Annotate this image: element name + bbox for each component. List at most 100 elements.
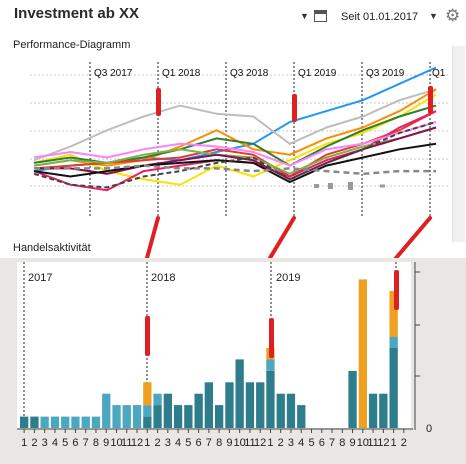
activity-bar bbox=[71, 416, 80, 428]
activity-bar bbox=[91, 416, 101, 428]
month-tick-label: 10 bbox=[234, 437, 246, 449]
year-label: 2018 bbox=[151, 272, 175, 284]
selection-marker[interactable] bbox=[428, 86, 433, 114]
performance-bar bbox=[314, 184, 319, 188]
scrollbar[interactable] bbox=[452, 46, 465, 242]
month-tick-label: 7 bbox=[83, 437, 89, 449]
performance-bar bbox=[328, 183, 333, 189]
month-tick-label: 4 bbox=[175, 437, 181, 449]
month-tick-label: 8 bbox=[339, 437, 345, 449]
quarter-label: Q3 2018 bbox=[230, 68, 269, 79]
activity-bar bbox=[153, 393, 162, 406]
header-bar: Investment ab XX ▼ Seit 01.01.2017 ▼ ⚙ bbox=[0, 0, 466, 32]
since-date-selector[interactable]: Seit 01.01.2017 bbox=[341, 11, 419, 23]
activity-bar bbox=[276, 393, 285, 428]
selection-marker[interactable] bbox=[292, 94, 297, 122]
month-tick-label: 12 bbox=[377, 437, 389, 449]
month-tick-label: 5 bbox=[62, 437, 68, 449]
performance-series-line bbox=[34, 164, 436, 176]
page-title: Investment ab XX bbox=[14, 5, 140, 22]
month-tick-label: 3 bbox=[42, 437, 48, 449]
activity-bar bbox=[358, 279, 367, 428]
performance-chart: Q3 2017 Q1 2018 Q3 2018 Q1 2019 Q3 2019 Q1 bbox=[30, 62, 450, 218]
quarter-label: Q1 2019 bbox=[298, 68, 337, 79]
quarter-label: Q3 2019 bbox=[366, 68, 405, 79]
performance-bar bbox=[380, 184, 385, 188]
month-tick-label: 3 bbox=[165, 437, 171, 449]
dropdown-caret-icon[interactable]: ▼ bbox=[300, 11, 309, 21]
since-dropdown-caret-icon[interactable]: ▼ bbox=[429, 11, 438, 21]
activity-bar bbox=[266, 370, 275, 428]
month-tick-label: 12 bbox=[131, 437, 143, 449]
month-tick-label: 4 bbox=[298, 437, 304, 449]
activity-bar bbox=[132, 405, 142, 428]
activity-bar bbox=[297, 405, 306, 428]
quarter-label: Q3 2017 bbox=[94, 68, 133, 79]
activity-bar bbox=[61, 416, 70, 428]
chart-connectors bbox=[145, 216, 432, 260]
activity-bar bbox=[225, 382, 234, 428]
activity-bar bbox=[204, 382, 213, 428]
performance-series-line bbox=[33, 88, 437, 167]
month-tick-label: 2 bbox=[31, 437, 37, 449]
activity-bar bbox=[40, 416, 49, 428]
activity-bar bbox=[266, 359, 275, 371]
activity-bar bbox=[102, 393, 111, 428]
month-tick-label: 6 bbox=[196, 437, 202, 449]
trading-activity-label: Handelsaktivität bbox=[13, 242, 91, 254]
gear-icon[interactable]: ⚙ bbox=[445, 6, 461, 25]
y-axis-zero-label: 0 bbox=[426, 423, 432, 435]
calendar-icon[interactable] bbox=[314, 10, 327, 22]
activity-bar bbox=[153, 405, 162, 428]
connector-line bbox=[268, 216, 296, 260]
performance-bar bbox=[348, 182, 353, 190]
month-tick-label: 7 bbox=[206, 437, 212, 449]
activity-bar bbox=[368, 393, 378, 428]
month-tick-label: 11 bbox=[367, 437, 378, 449]
month-tick-label: 3 bbox=[288, 437, 294, 449]
quarter-label: Q1 2018 bbox=[162, 68, 201, 79]
activity-bar bbox=[389, 348, 398, 428]
activity-bar bbox=[173, 405, 183, 428]
month-tick-label: 4 bbox=[52, 437, 58, 449]
activity-bar bbox=[20, 416, 29, 428]
selection-marker[interactable] bbox=[145, 316, 150, 356]
month-tick-label: 1 bbox=[144, 437, 150, 449]
year-label: 2017 bbox=[28, 272, 52, 284]
performance-series-line bbox=[33, 110, 437, 192]
month-tick-label: 8 bbox=[93, 437, 99, 449]
month-tick-label: 1 bbox=[267, 437, 273, 449]
month-tick-label: 5 bbox=[308, 437, 314, 449]
month-tick-label: 10 bbox=[357, 437, 369, 449]
activity-bar bbox=[50, 416, 60, 428]
activity-bar bbox=[215, 405, 224, 428]
year-label: 2019 bbox=[276, 272, 300, 284]
activity-bar bbox=[389, 290, 398, 337]
month-tick-label: 11 bbox=[121, 437, 132, 449]
performance-series-line bbox=[33, 142, 437, 184]
activity-bar bbox=[143, 405, 152, 417]
activity-bar bbox=[163, 393, 172, 428]
month-tick-label: 1 bbox=[21, 437, 27, 449]
month-tick-label: 6 bbox=[72, 437, 78, 449]
trading-plot-area bbox=[17, 262, 411, 428]
activity-bar bbox=[348, 370, 357, 428]
selection-marker[interactable] bbox=[269, 318, 274, 358]
activity-bar bbox=[81, 416, 90, 428]
month-tick-label: 6 bbox=[319, 437, 325, 449]
month-tick-label: 10 bbox=[110, 437, 122, 449]
month-tick-label: 5 bbox=[185, 437, 191, 449]
performance-series-line bbox=[33, 121, 437, 167]
activity-bar bbox=[245, 382, 255, 428]
activity-bar bbox=[30, 416, 39, 428]
month-tick-label: 2 bbox=[401, 437, 407, 449]
selection-marker[interactable] bbox=[394, 270, 399, 310]
month-tick-label: 7 bbox=[329, 437, 335, 449]
activity-bar bbox=[286, 393, 296, 428]
month-tick-label: 9 bbox=[226, 437, 232, 449]
selection-marker[interactable] bbox=[156, 88, 161, 116]
activity-bar bbox=[184, 405, 193, 428]
activity-bar bbox=[143, 416, 152, 428]
connector-line bbox=[394, 216, 432, 260]
